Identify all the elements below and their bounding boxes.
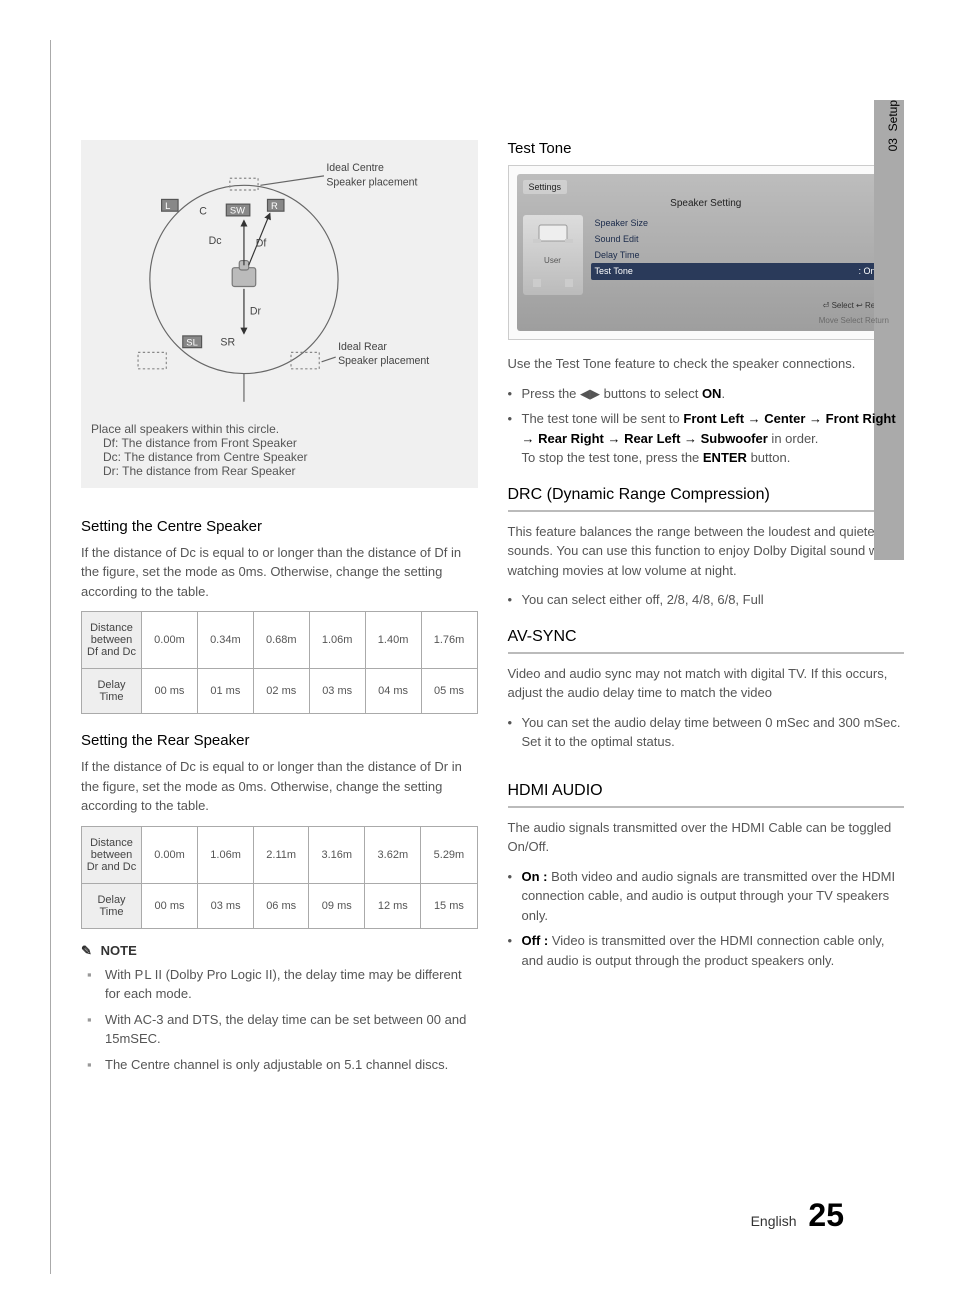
drc-heading: DRC (Dynamic Range Compression) (508, 486, 905, 512)
def-dr: Dr: The distance from Rear Speaker (103, 464, 468, 478)
testtone-heading: Test Tone (508, 140, 905, 157)
note-heading: ✎ NOTE (81, 943, 478, 959)
side-tab-label: 03 Setup (886, 100, 900, 151)
label-R: R (271, 200, 278, 211)
testtone-flow: The test tone will be sent to Front Left… (522, 409, 905, 468)
osd-item: Delay Time (591, 247, 890, 263)
rear-row2-label: Delay Time (82, 883, 142, 928)
note-item: With P L II (Dolby Pro Logic II), the de… (105, 965, 478, 1004)
osd-settings-label: Settings (523, 180, 568, 194)
speaker-placement-svg: L R C SW SL SR Dc (91, 150, 468, 409)
page: 03 Setup L (50, 40, 904, 1274)
rear-row1-label: Distance between Dr and Dc (82, 826, 142, 883)
rear-body: If the distance of Dc is equal to or lon… (81, 757, 478, 816)
osd-screenshot: Settings Speaker Setting User Speaker Si… (508, 165, 905, 340)
left-column: L R C SW SL SR Dc (81, 140, 478, 1080)
hdmi-on: On : Both video and audio signals are tr… (522, 867, 905, 926)
def-df: Df: The distance from Front Speaker (103, 436, 468, 450)
side-tab (874, 100, 904, 560)
osd-item-selected: Test Tone : On ▸ (591, 263, 890, 280)
osd-footer2: Move Select Return (523, 316, 890, 325)
ideal-centre-text: Ideal Centre Speaker placement (326, 162, 417, 188)
osd-item: Sound Edit (591, 231, 890, 247)
hdmi-off: Off : Video is transmitted over the HDMI… (522, 931, 905, 970)
testtone-bullet: Press the ◀▶ buttons to select ON. (522, 384, 905, 404)
label-Dr: Dr (250, 306, 262, 318)
hdmi-bullets: On : Both video and audio signals are tr… (508, 867, 905, 971)
centre-body: If the distance of Dc is equal to or lon… (81, 543, 478, 602)
testtone-body: Use the Test Tone feature to check the s… (508, 354, 905, 374)
testtone-bullets: Press the ◀▶ buttons to select ON. The t… (508, 384, 905, 468)
def-dc: Dc: The distance from Centre Speaker (103, 450, 468, 464)
rear-table: Distance between Dr and Dc 0.00m 1.06m 2… (81, 826, 478, 929)
label-SR: SR (220, 336, 235, 348)
centre-row2-label: Delay Time (82, 669, 142, 714)
osd-preview: User (523, 215, 583, 295)
label-C: C (199, 206, 207, 218)
ideal-rear-text: Ideal Rear Speaker placement (338, 341, 429, 367)
avsync-bullet: You can set the audio delay time between… (522, 713, 905, 752)
note-icon: ✎ (81, 943, 97, 959)
label-SL: SL (186, 336, 198, 347)
osd-footer: ⏎ Select ↩ Return (523, 301, 890, 310)
avsync-heading: AV-SYNC (508, 628, 905, 654)
two-columns: L R C SW SL SR Dc (81, 40, 904, 1080)
centre-table: Distance between Df and Dc 0.00m 0.34m 0… (81, 611, 478, 714)
drc-bullet: You can select either off, 2/8, 4/8, 6/8… (522, 590, 905, 610)
speaker-diagram: L R C SW SL SR Dc (81, 140, 478, 488)
osd-item: Speaker Size (591, 215, 890, 231)
hdmi-body: The audio signals transmitted over the H… (508, 818, 905, 857)
label-Df: Df (256, 237, 267, 249)
diagram-caption: Place all speakers within this circle. (91, 422, 468, 436)
drc-body: This feature balances the range between … (508, 522, 905, 581)
osd-title: Speaker Setting (523, 196, 890, 211)
note-list: With P L II (Dolby Pro Logic II), the de… (81, 965, 478, 1075)
right-column: Test Tone Settings Speaker Setting User … (508, 140, 905, 1080)
label-L: L (165, 200, 170, 211)
avsync-body: Video and audio sync may not match with … (508, 664, 905, 703)
rear-heading: Setting the Rear Speaker (81, 732, 478, 749)
page-footer: English 25 (751, 1197, 844, 1234)
centre-heading: Setting the Centre Speaker (81, 518, 478, 535)
note-item: With AC-3 and DTS, the delay time can be… (105, 1010, 478, 1049)
footer-page: 25 (808, 1197, 844, 1233)
hdmi-heading: HDMI AUDIO (508, 782, 905, 808)
centre-row1-label: Distance between Df and Dc (82, 612, 142, 669)
label-SW: SW (230, 205, 245, 216)
footer-lang: English (751, 1213, 797, 1229)
note-item: The Centre channel is only adjustable on… (105, 1055, 478, 1075)
label-Dc: Dc (209, 235, 223, 247)
